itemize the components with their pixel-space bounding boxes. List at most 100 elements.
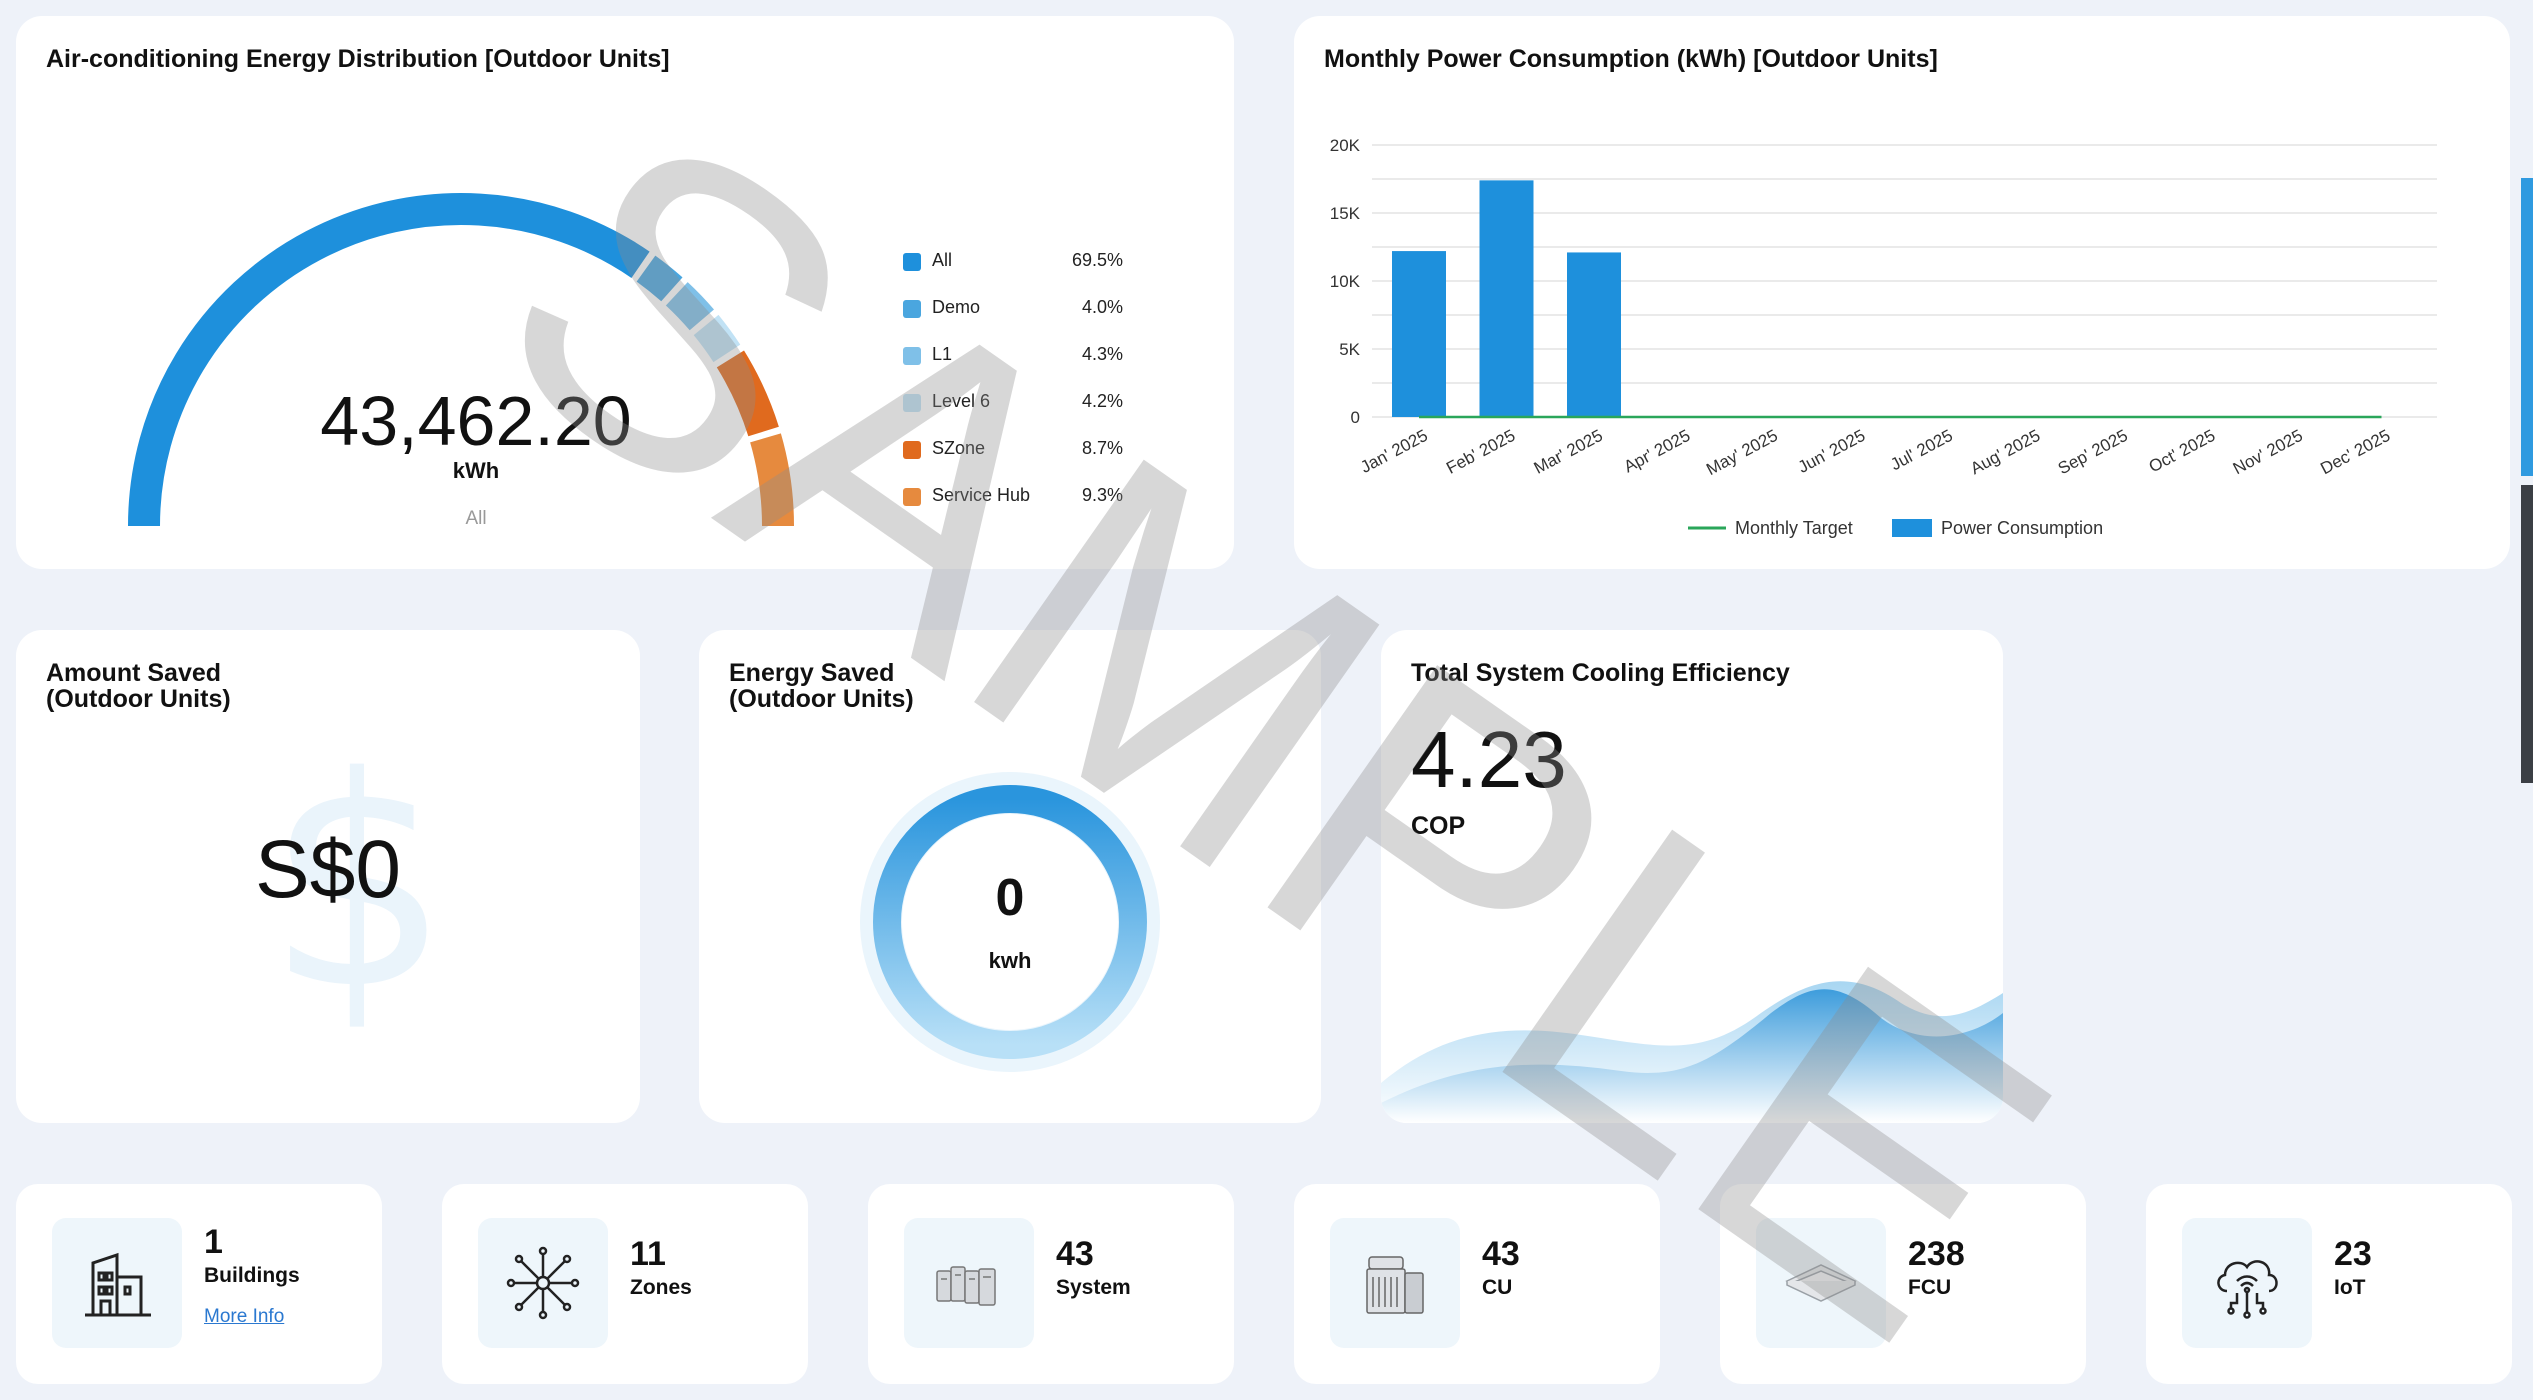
side-panel-handle[interactable] (2521, 485, 2533, 783)
distribution-gauge[interactable] (16, 16, 1234, 569)
energy-ring-icon (860, 772, 1160, 1072)
x-tick-label: Jun' 2025 (1795, 426, 1869, 477)
legend-swatch (903, 347, 921, 365)
legend-item[interactable]: All 69.5% (903, 246, 1123, 293)
chart-title: Monthly Power Consumption (kWh) [Outdoor… (1324, 45, 1938, 73)
legend-percent: 8.7% (1081, 438, 1123, 458)
fcu-label: FCU (1908, 1276, 1952, 1299)
x-tick-label: Dec' 2025 (2317, 426, 2393, 478)
monthly-consumption-card: Monthly Power Consumption (kWh) [Outdoor… (1294, 16, 2510, 569)
legend-label: Demo (932, 297, 981, 317)
stat-card-zones: 11 Zones (442, 1184, 808, 1384)
legend-percent: 9.3% (1081, 485, 1123, 505)
energy-saved-title: Energy Saved (Outdoor Units) (729, 660, 914, 712)
energy-saved-title-line1: Energy Saved (729, 659, 895, 687)
energy-saved-card: Energy Saved (Outdoor Units) 0 kwh (699, 630, 1321, 1123)
ceiling-cassette-icon (1785, 1264, 1857, 1302)
gauge-segment-demo[interactable] (636, 255, 683, 302)
wave-decoration-icon (1381, 981, 2003, 1123)
legend-item[interactable]: Level 6 4.2% (903, 387, 1123, 434)
amount-saved-title-line2: (Outdoor Units) (46, 685, 231, 713)
energy-saved-unit: kwh (988, 948, 1032, 973)
building-icon (85, 1252, 151, 1317)
cu-count: 43 (1482, 1235, 1520, 1273)
zones-count: 11 (630, 1235, 666, 1273)
bar-power-consumption[interactable] (1392, 251, 1446, 417)
gauge-unit: kWh (452, 458, 500, 483)
system-label: System (1056, 1276, 1131, 1299)
dollar-icon: $ (266, 716, 451, 1053)
amount-saved-card: Amount Saved (Outdoor Units) $ S$0 (16, 630, 640, 1123)
x-tick-label: Aug' 2025 (1967, 426, 2043, 478)
gauge-segment-l1[interactable] (665, 282, 714, 331)
legend-swatch (903, 488, 921, 506)
legend-swatch (903, 253, 921, 271)
legend-percent: 4.2% (1081, 391, 1123, 411)
iot-label: IoT (2334, 1276, 2366, 1299)
gauge-segment-service-hub[interactable] (750, 433, 794, 527)
legend-label: Level 6 (932, 391, 991, 411)
legend-item[interactable]: L1 4.3% (903, 340, 1123, 387)
x-tick-label: Feb' 2025 (1443, 426, 1518, 478)
legend-consumption-swatch (1892, 519, 1932, 537)
cop-value: 4.23 (1411, 715, 1567, 804)
buildings-label: Buildings (204, 1264, 300, 1287)
legend-label: All (932, 250, 953, 270)
stat-card-iot: 23 IoT (2146, 1184, 2512, 1384)
stat-card-fcu: 238 FCU (1720, 1184, 2086, 1384)
amount-saved-value: S$0 (255, 824, 401, 915)
legend-swatch (903, 441, 921, 459)
stat-card-system: 43 System (868, 1184, 1234, 1384)
legend-item[interactable]: Demo 4.0% (903, 293, 1123, 340)
legend-swatch (903, 300, 921, 318)
monthly-consumption-chart: 0 5K 10K 15K 20K Jan' 2025 Feb' 2025 Mar' 2025 A… (1330, 136, 2437, 538)
x-tick-label: May' 2025 (1703, 426, 1781, 479)
gauge-segment-level-6[interactable] (693, 314, 741, 363)
cooling-efficiency-card: Total System Cooling Efficiency 4.23 COP (1381, 630, 2003, 1123)
legend-swatch (903, 394, 921, 412)
x-tick-label: Oct' 2025 (2146, 426, 2219, 477)
zones-label: Zones (630, 1276, 692, 1299)
x-tick-label: Nov' 2025 (2230, 426, 2306, 478)
server-units-icon (936, 1266, 996, 1306)
energy-saved-title-line2: (Outdoor Units) (729, 685, 914, 713)
cu-label: CU (1482, 1276, 1513, 1299)
y-tick-label: 20K (1330, 136, 1361, 155)
y-tick-label: 0 (1351, 408, 1360, 427)
gauge-segment-szone[interactable] (716, 350, 779, 437)
legend-label: Service Hub (932, 485, 1031, 505)
bar-power-consumption[interactable] (1479, 180, 1534, 417)
legend-consumption-label[interactable]: Power Consumption (1941, 518, 2103, 538)
y-tick-label: 15K (1330, 204, 1361, 223)
buildings-count: 1 (204, 1223, 223, 1261)
amount-saved-title: Amount Saved (Outdoor Units) (46, 660, 231, 712)
y-tick-label: 10K (1330, 272, 1361, 291)
energy-saved-value: 0 (995, 869, 1025, 927)
condenser-unit-icon (1366, 1256, 1424, 1314)
legend-target-label[interactable]: Monthly Target (1735, 518, 1853, 538)
gauge-segment-all[interactable] (128, 193, 650, 527)
legend-percent: 69.5% (1071, 250, 1123, 270)
stat-card-buildings: 1 Buildings More Info (16, 1184, 382, 1384)
amount-saved-title-line1: Amount Saved (46, 659, 222, 687)
legend-percent: 4.0% (1081, 297, 1123, 317)
stat-card-cu: 43 CU (1294, 1184, 1660, 1384)
cooling-efficiency-title: Total System Cooling Efficiency (1411, 659, 1790, 687)
legend-item[interactable]: Service Hub 9.3% (903, 481, 1123, 528)
gauge-selected-label: All (465, 508, 487, 529)
legend-item[interactable]: SZone 8.7% (903, 434, 1123, 481)
x-tick-label: Apr' 2025 (1621, 426, 1694, 477)
distribution-title: Air-conditioning Energy Distribution [Ou… (46, 45, 670, 73)
x-tick-label: Jul' 2025 (1887, 426, 1956, 474)
cloud-iot-icon (2217, 1260, 2278, 1319)
more-info-link[interactable]: More Info (204, 1306, 285, 1327)
energy-distribution-card: Air-conditioning Energy Distribution [Ou… (16, 16, 1234, 569)
iot-count: 23 (2334, 1235, 2372, 1273)
y-tick-label: 5K (1339, 340, 1360, 359)
gauge-total-value: 43,462.20 (320, 382, 632, 460)
legend-label: SZone (932, 438, 986, 458)
x-tick-label: Mar' 2025 (1531, 426, 1606, 478)
legend-label: L1 (932, 344, 953, 364)
side-scroll-indicator[interactable] (2521, 178, 2533, 476)
bar-power-consumption[interactable] (1567, 252, 1621, 417)
